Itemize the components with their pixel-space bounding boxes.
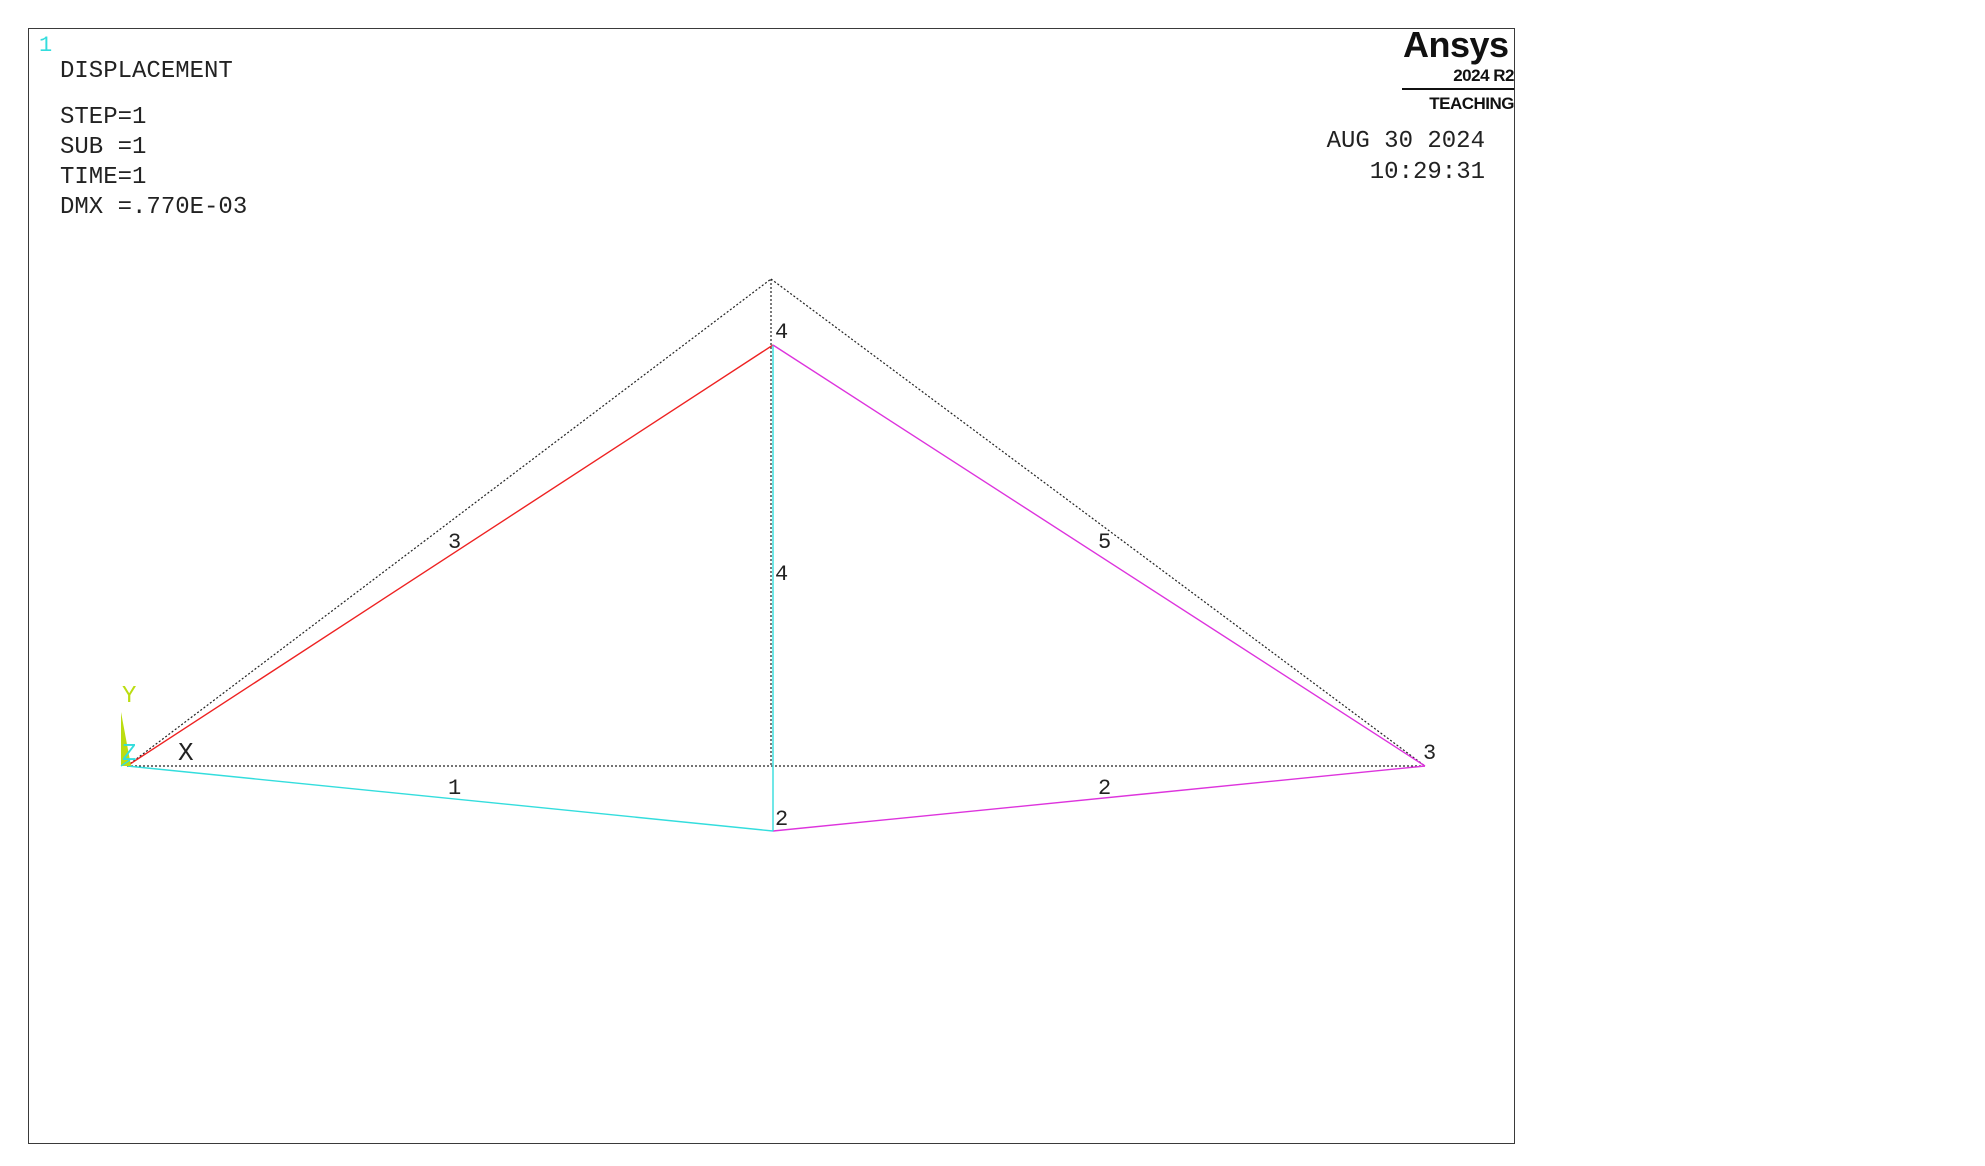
element-3[interactable] (126, 344, 774, 767)
element-2[interactable] (772, 765, 1426, 832)
triad-y-axis (121, 712, 131, 766)
element-label-1: 1 (448, 776, 461, 801)
ansys-version: 2024 R2 (1453, 66, 1514, 85)
triad-x-label: X (178, 738, 194, 768)
element-labels: 1 2 3 4 5 (448, 530, 1111, 801)
logo-divider (1402, 88, 1514, 90)
window-number: 1 (39, 33, 53, 58)
node-label-2: 2 (775, 807, 788, 832)
substep-readout: SUB =1 (60, 134, 147, 161)
deformed-shape (126, 344, 1426, 832)
graphics-window-frame[interactable] (28, 28, 1515, 1144)
global-triad: Y Z X (120, 683, 194, 768)
node-labels: 4 2 3 (775, 320, 1436, 832)
element-label-4: 4 (775, 562, 788, 587)
element-label-5: 5 (1098, 530, 1111, 555)
element-5[interactable] (772, 344, 1426, 767)
plot-time: 10:29:31 (1369, 159, 1485, 186)
max-displacement-readout: DMX =.770E-03 (60, 194, 248, 221)
node-label-3: 3 (1423, 741, 1436, 766)
ansys-edition: TEACHING (1429, 94, 1514, 113)
triad-z-label: Z (122, 741, 136, 768)
undeformed-shape (126, 278, 1426, 767)
element-label-2: 2 (1098, 776, 1111, 801)
step-readout: STEP=1 (60, 104, 147, 131)
plot-title: DISPLACEMENT (60, 58, 233, 85)
element-1[interactable] (126, 765, 774, 832)
element-label-3: 3 (448, 530, 461, 555)
undeformed-member-5 (770, 278, 1426, 767)
node-label-4: 4 (775, 320, 788, 345)
triad-z-axis (120, 759, 131, 767)
triad-y-label: Y (122, 683, 136, 710)
plot-date: AUG 30 2024 (1326, 128, 1485, 155)
undeformed-member-3 (126, 278, 772, 767)
ansys-logo-text: Ansys (1403, 24, 1509, 65)
time-readout: TIME=1 (60, 164, 147, 191)
